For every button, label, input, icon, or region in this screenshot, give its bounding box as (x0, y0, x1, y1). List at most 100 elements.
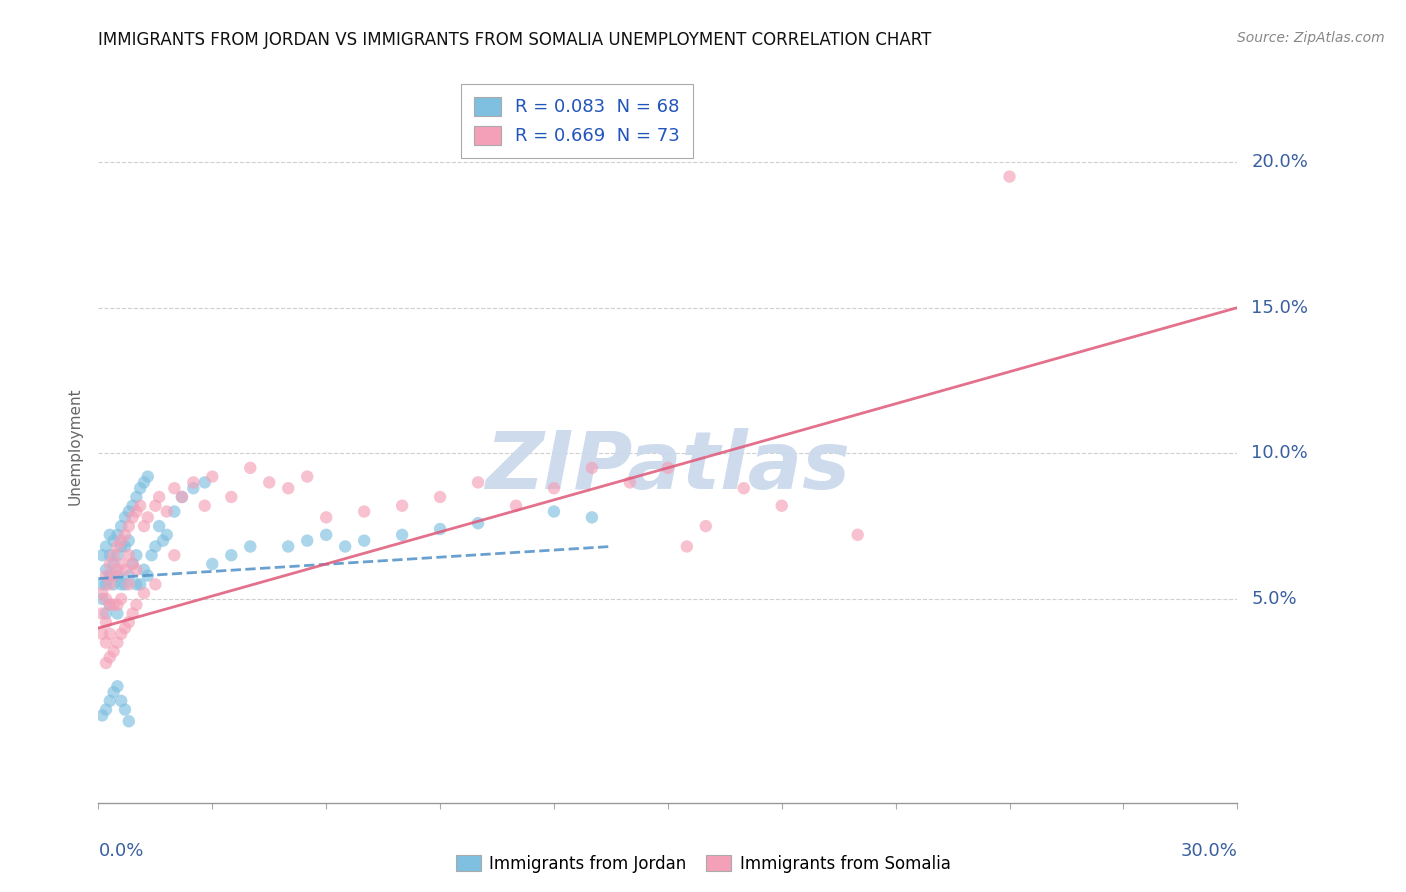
Point (118, 714, 141, 729)
Point (94, 540, 117, 554)
Point (353, 504, 375, 518)
Point (118, 577, 141, 591)
Point (94, 635, 117, 649)
Point (129, 577, 152, 591)
Point (194, 499, 217, 513)
Y-axis label: Unemployment: Unemployment (67, 387, 83, 505)
Point (239, 460, 262, 475)
Point (91, 708, 114, 723)
Point (998, 169, 1021, 184)
Point (132, 475, 155, 490)
Point (657, 460, 679, 475)
Point (103, 533, 125, 548)
Point (107, 679, 129, 693)
Point (91, 577, 114, 591)
Point (129, 481, 152, 495)
Point (125, 490, 148, 504)
Point (259, 475, 281, 490)
Point (107, 635, 129, 649)
Point (107, 540, 129, 554)
Point (132, 586, 155, 600)
Point (125, 598, 148, 612)
Point (107, 598, 129, 612)
Point (125, 563, 148, 577)
Point (125, 577, 148, 591)
Point (114, 703, 136, 717)
Point (118, 568, 141, 582)
Point (335, 540, 357, 554)
Point (91, 591, 114, 606)
Point (221, 490, 243, 504)
Point (297, 469, 319, 483)
Point (136, 510, 159, 524)
Legend: Immigrants from Jordan, Immigrants from Somalia: Immigrants from Jordan, Immigrants from … (449, 848, 957, 880)
Point (121, 557, 143, 571)
Point (145, 577, 167, 591)
Point (148, 519, 170, 533)
Point (277, 481, 299, 495)
Point (118, 519, 141, 533)
Text: 0.0%: 0.0% (98, 842, 143, 860)
Point (121, 607, 143, 621)
Point (103, 568, 125, 582)
Point (94, 656, 117, 670)
Text: ZIPatlas: ZIPatlas (485, 428, 851, 507)
Point (315, 510, 337, 524)
Point (467, 475, 489, 490)
Point (118, 504, 141, 518)
Point (121, 510, 143, 524)
Point (125, 504, 148, 518)
Point (125, 548, 148, 562)
Point (129, 499, 152, 513)
Point (183, 481, 205, 495)
Point (94, 568, 117, 582)
Point (221, 548, 243, 562)
Point (141, 548, 163, 562)
Point (429, 490, 451, 504)
Point (543, 504, 565, 518)
Text: IMMIGRANTS FROM JORDAN VS IMMIGRANTS FROM SOMALIA UNEMPLOYMENT CORRELATION CHART: IMMIGRANTS FROM JORDAN VS IMMIGRANTS FRO… (98, 31, 932, 49)
Point (467, 516, 489, 531)
Point (94, 607, 117, 621)
Point (170, 490, 193, 504)
Point (110, 519, 132, 533)
Point (163, 548, 186, 562)
Point (94, 577, 117, 591)
Point (114, 577, 136, 591)
Point (581, 510, 603, 524)
Point (770, 499, 793, 513)
Point (156, 528, 179, 542)
Point (98, 650, 121, 665)
Point (110, 577, 132, 591)
Point (201, 557, 224, 571)
Point (103, 557, 125, 571)
Point (353, 533, 375, 548)
Point (94, 615, 117, 630)
Point (107, 607, 129, 621)
Point (163, 481, 186, 495)
Point (581, 460, 603, 475)
Point (114, 563, 136, 577)
Point (110, 557, 132, 571)
Point (110, 540, 132, 554)
Point (94, 703, 117, 717)
Point (277, 540, 299, 554)
Point (297, 533, 319, 548)
Point (543, 481, 565, 495)
Point (98, 548, 121, 562)
Point (505, 499, 527, 513)
Text: 30.0%: 30.0% (1181, 842, 1237, 860)
Point (118, 533, 141, 548)
Point (136, 568, 159, 582)
Point (110, 627, 132, 641)
Point (98, 598, 121, 612)
Text: Source: ZipAtlas.com: Source: ZipAtlas.com (1237, 31, 1385, 45)
Point (107, 528, 129, 542)
Point (846, 528, 869, 542)
Point (145, 540, 167, 554)
Point (194, 475, 217, 490)
Point (103, 548, 125, 562)
Point (156, 504, 179, 518)
Text: 15.0%: 15.0% (1251, 299, 1308, 317)
Point (91, 548, 114, 562)
